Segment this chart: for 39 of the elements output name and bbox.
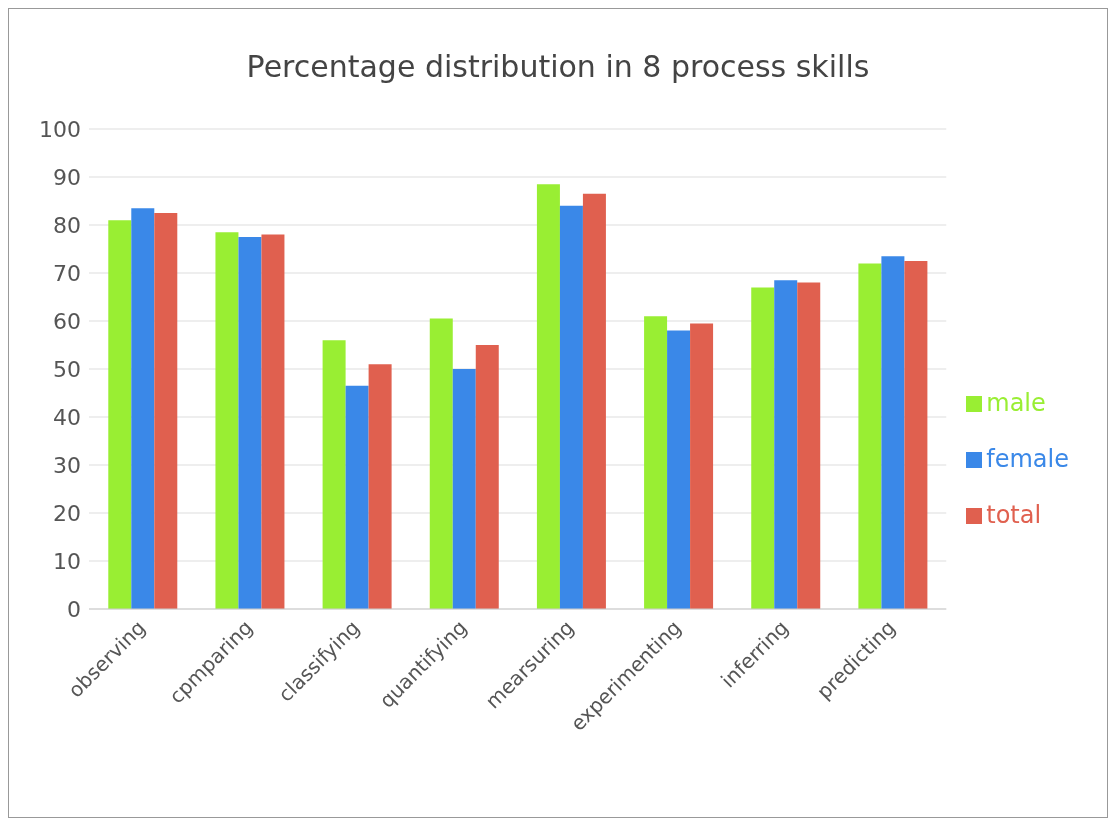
bar <box>108 220 132 609</box>
y-tick-label: 100 <box>39 116 81 142</box>
bar <box>690 323 714 609</box>
chart-title: Percentage distribution in 8 process skills <box>245 48 871 86</box>
y-tick-label: 20 <box>53 500 81 526</box>
bar <box>858 263 882 609</box>
bar <box>345 385 369 609</box>
bar <box>644 316 668 609</box>
y-tick-label: 0 <box>67 596 81 622</box>
bar <box>797 282 821 609</box>
y-tick-label: 40 <box>53 404 81 430</box>
legend-label: female <box>986 445 1069 473</box>
y-tick-label: 70 <box>53 260 81 286</box>
bar <box>131 208 155 609</box>
bar <box>452 369 476 609</box>
bar <box>238 237 262 609</box>
y-tick-label: 80 <box>53 212 81 238</box>
bar <box>215 232 239 609</box>
bar <box>582 193 606 609</box>
bar <box>881 256 905 609</box>
bar <box>774 280 798 609</box>
bar <box>559 205 583 609</box>
bar <box>904 261 928 609</box>
y-tick-label: 50 <box>53 356 81 382</box>
bar <box>475 345 499 609</box>
bar <box>751 287 775 609</box>
bar <box>322 340 346 609</box>
bar <box>667 330 691 609</box>
bar <box>368 364 392 609</box>
bar <box>154 213 178 609</box>
y-tick-label: 10 <box>53 548 81 574</box>
y-tick-label: 60 <box>53 308 81 334</box>
legend-label: male <box>986 389 1046 417</box>
y-tick-label: 30 <box>53 452 81 478</box>
y-tick-label: 90 <box>53 164 81 190</box>
legend-label: total <box>986 501 1042 529</box>
bar <box>536 184 560 609</box>
bar <box>429 318 453 609</box>
bar <box>261 234 285 609</box>
